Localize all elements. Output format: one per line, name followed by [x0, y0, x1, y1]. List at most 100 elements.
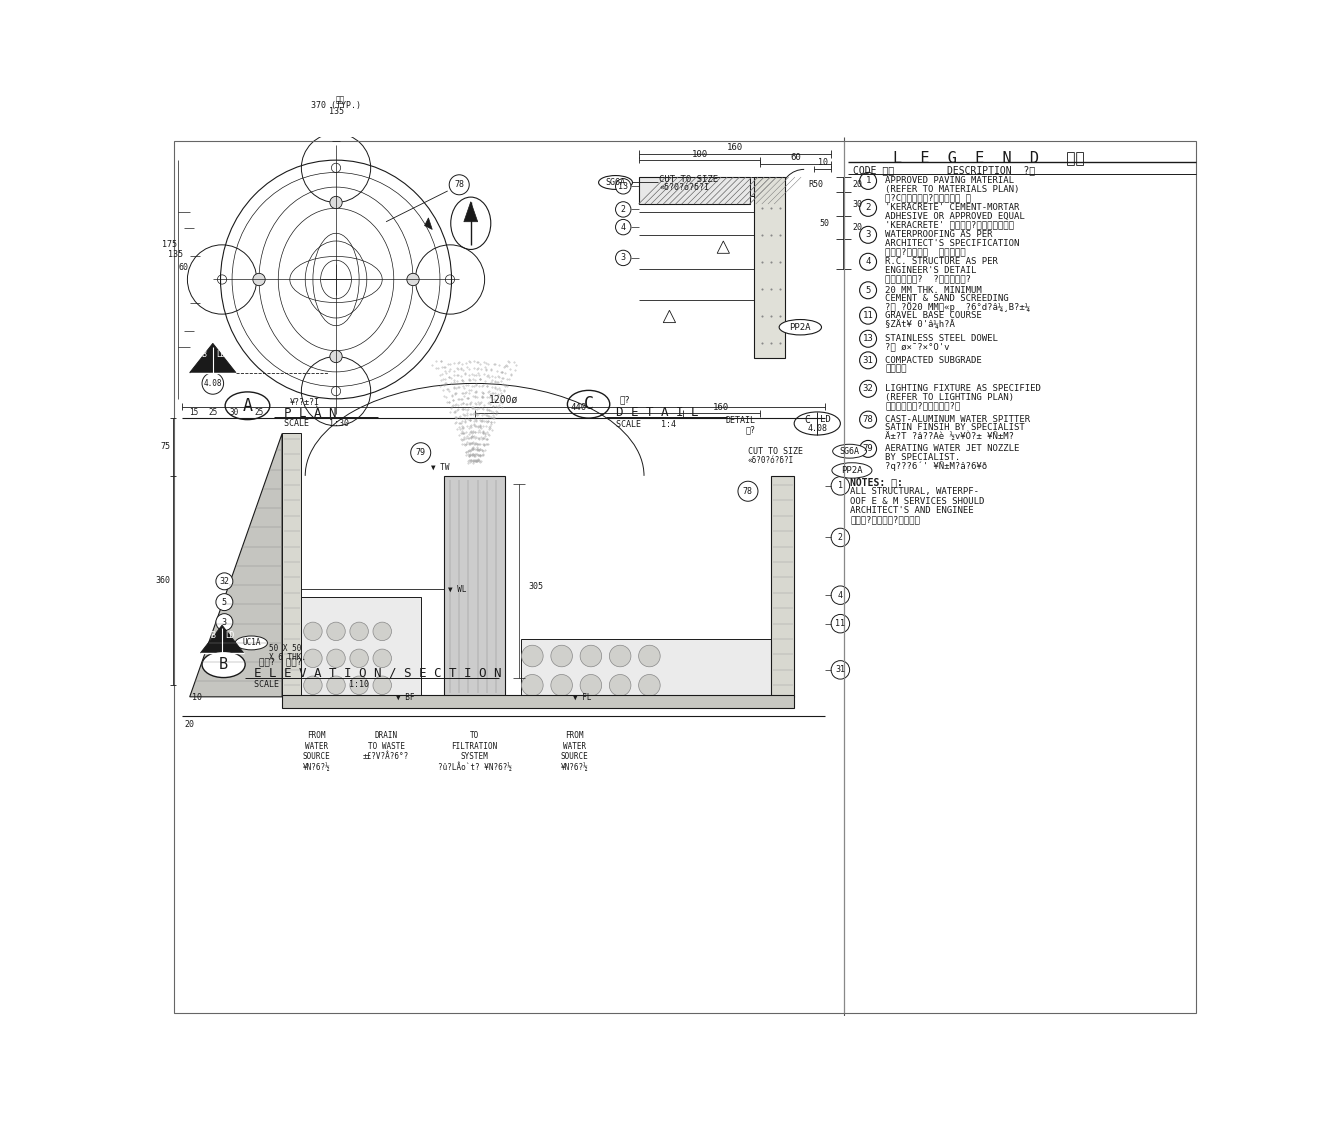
Text: 135: 135	[167, 250, 183, 258]
Circle shape	[330, 351, 342, 363]
Circle shape	[551, 645, 572, 667]
Ellipse shape	[202, 651, 245, 677]
Text: 4.08: 4.08	[203, 379, 222, 388]
Text: ?緣 ?Ö20 MM。«p  ?6°d?â¼¸B?±¼: ?緣 ?Ö20 MM。«p ?6°d?â¼¸B?±¼	[885, 303, 1029, 313]
Text: 305: 305	[528, 582, 544, 592]
Text: 60: 60	[790, 153, 801, 162]
Text: PP2A: PP2A	[790, 323, 812, 331]
Text: 78: 78	[862, 416, 873, 424]
Text: 100: 100	[691, 150, 707, 159]
Circle shape	[326, 649, 345, 668]
Circle shape	[215, 594, 233, 611]
Polygon shape	[201, 625, 243, 653]
Text: 75: 75	[160, 442, 171, 451]
Ellipse shape	[832, 463, 872, 478]
Text: 31: 31	[862, 356, 873, 364]
Text: C: C	[805, 415, 810, 425]
Circle shape	[330, 196, 342, 209]
Text: 160: 160	[713, 403, 729, 412]
Bar	[521, 640, 771, 697]
Text: BY SPECIALIST.: BY SPECIALIST.	[885, 452, 960, 461]
Text: 'KERACRETE' CEMENT-MORTAR: 'KERACRETE' CEMENT-MORTAR	[885, 203, 1019, 212]
Text: 79: 79	[862, 444, 873, 453]
Circle shape	[521, 645, 543, 667]
Circle shape	[410, 443, 431, 463]
Bar	[301, 597, 421, 697]
Circle shape	[373, 649, 392, 668]
Text: 78: 78	[455, 180, 464, 190]
Text: ADHESIVE OR APPROVED EQUAL: ADHESIVE OR APPROVED EQUAL	[885, 211, 1024, 220]
Circle shape	[639, 645, 660, 667]
Text: B: B	[219, 657, 229, 671]
Text: 20 MM THK. MINIMUM: 20 MM THK. MINIMUM	[885, 286, 981, 295]
Text: 60: 60	[179, 264, 189, 273]
Ellipse shape	[225, 392, 270, 419]
Text: ?緣 ø×¯?×°O'v: ?緣 ø×¯?×°O'v	[885, 343, 949, 352]
Text: ▼ WL: ▼ WL	[448, 585, 467, 594]
Text: LIGHTING FIXTURE AS SPECIFIED: LIGHTING FIXTURE AS SPECIFIED	[885, 384, 1042, 393]
Text: 柱框: 柱框	[336, 95, 345, 104]
Circle shape	[615, 202, 631, 217]
Text: 135: 135	[329, 107, 344, 116]
Text: 31: 31	[836, 666, 845, 675]
Text: FROM
WATER
SOURCE
¥N?6?½: FROM WATER SOURCE ¥N?6?½	[303, 732, 330, 772]
Text: «δ?0?ó?δ?I: «δ?0?ó?δ?I	[747, 456, 794, 465]
Text: 370 (TYP.): 370 (TYP.)	[312, 102, 361, 110]
Circle shape	[860, 254, 877, 271]
Text: L  E  G  E  N  D   列表: L E G E N D 列表	[893, 150, 1084, 166]
Circle shape	[738, 481, 758, 501]
Text: R.C. STRUCTURE AS PER: R.C. STRUCTURE AS PER	[885, 257, 997, 266]
Text: TO
FILTRATION
SYSTEM
?û?LÂo`t? ¥N?6?½: TO FILTRATION SYSTEM ?û?LÂo`t? ¥N?6?½	[437, 732, 512, 772]
Circle shape	[860, 352, 877, 369]
Circle shape	[215, 613, 233, 630]
Text: 30: 30	[230, 408, 239, 417]
Circle shape	[215, 573, 233, 589]
Text: 詳?: 詳?	[746, 425, 755, 434]
Circle shape	[615, 219, 631, 235]
Text: 所有結?。防水及?流量服務: 所有結?。防水及?流量服務	[850, 515, 920, 524]
Text: A: A	[242, 396, 253, 415]
Bar	[639, 177, 750, 204]
Circle shape	[610, 645, 631, 667]
Text: (REFER TO LIGHTING PLAN): (REFER TO LIGHTING PLAN)	[885, 393, 1013, 402]
Text: NOTES: 註:: NOTES: 註:	[850, 477, 904, 488]
Ellipse shape	[779, 320, 821, 335]
Text: CUT TO SIZE: CUT TO SIZE	[747, 447, 804, 456]
Circle shape	[615, 250, 631, 266]
Text: Ä±?T ?â??Aè ½v¥Ò?± ¥Ñ±M?: Ä±?T ?â??Aè ½v¥Ò?± ¥Ñ±M?	[885, 432, 1013, 441]
Circle shape	[521, 675, 543, 697]
Text: ¥??±?Į: ¥??±?Į	[290, 399, 320, 407]
Text: ARCHITECT'S AND ENGINEE: ARCHITECT'S AND ENGINEE	[850, 506, 973, 515]
Text: CEMENT & SAND SCREEDING: CEMENT & SAND SCREEDING	[885, 295, 1008, 303]
Text: 直筋混凝土結?  ?照工程次詳?: 直筋混凝土結? ?照工程次詳?	[885, 274, 971, 283]
Text: 360: 360	[155, 576, 171, 585]
Bar	[771, 476, 794, 697]
Circle shape	[860, 200, 877, 216]
Circle shape	[639, 675, 660, 697]
Text: 440: 440	[571, 403, 587, 412]
Circle shape	[832, 529, 849, 547]
Circle shape	[303, 622, 322, 641]
Circle shape	[551, 675, 572, 697]
Text: ?q???6´' ¥Ñ±M?â?6¥ð: ?q???6´' ¥Ñ±M?â?6¥ð	[885, 461, 987, 472]
Text: SG6A: SG6A	[840, 447, 860, 456]
Circle shape	[832, 476, 849, 496]
Text: ENGINEER'S DETAIL: ENGINEER'S DETAIL	[885, 266, 976, 274]
Bar	[754, 177, 785, 359]
Text: 1: 1	[865, 176, 870, 185]
Circle shape	[202, 372, 223, 394]
Text: SG6A: SG6A	[606, 178, 626, 187]
Text: 下敘次朋: 下敘次朋	[885, 364, 906, 373]
Text: 2: 2	[838, 533, 842, 542]
Circle shape	[373, 676, 392, 694]
Text: SCALE              1:10: SCALE 1:10	[254, 679, 369, 689]
Text: WATERPROOFING AS PER: WATERPROOFING AS PER	[885, 231, 992, 239]
Text: B: B	[201, 349, 206, 359]
Text: 4: 4	[865, 257, 870, 266]
Text: LD: LD	[820, 416, 830, 424]
Text: 1: 1	[838, 481, 842, 490]
Text: ARCHITECT'S SPECIFICATION: ARCHITECT'S SPECIFICATION	[885, 239, 1019, 248]
Circle shape	[860, 441, 877, 457]
Text: D E T A I L: D E T A I L	[615, 405, 698, 419]
Text: E L E V A T I O N / S E C T I O N: E L E V A T I O N / S E C T I O N	[254, 667, 501, 679]
